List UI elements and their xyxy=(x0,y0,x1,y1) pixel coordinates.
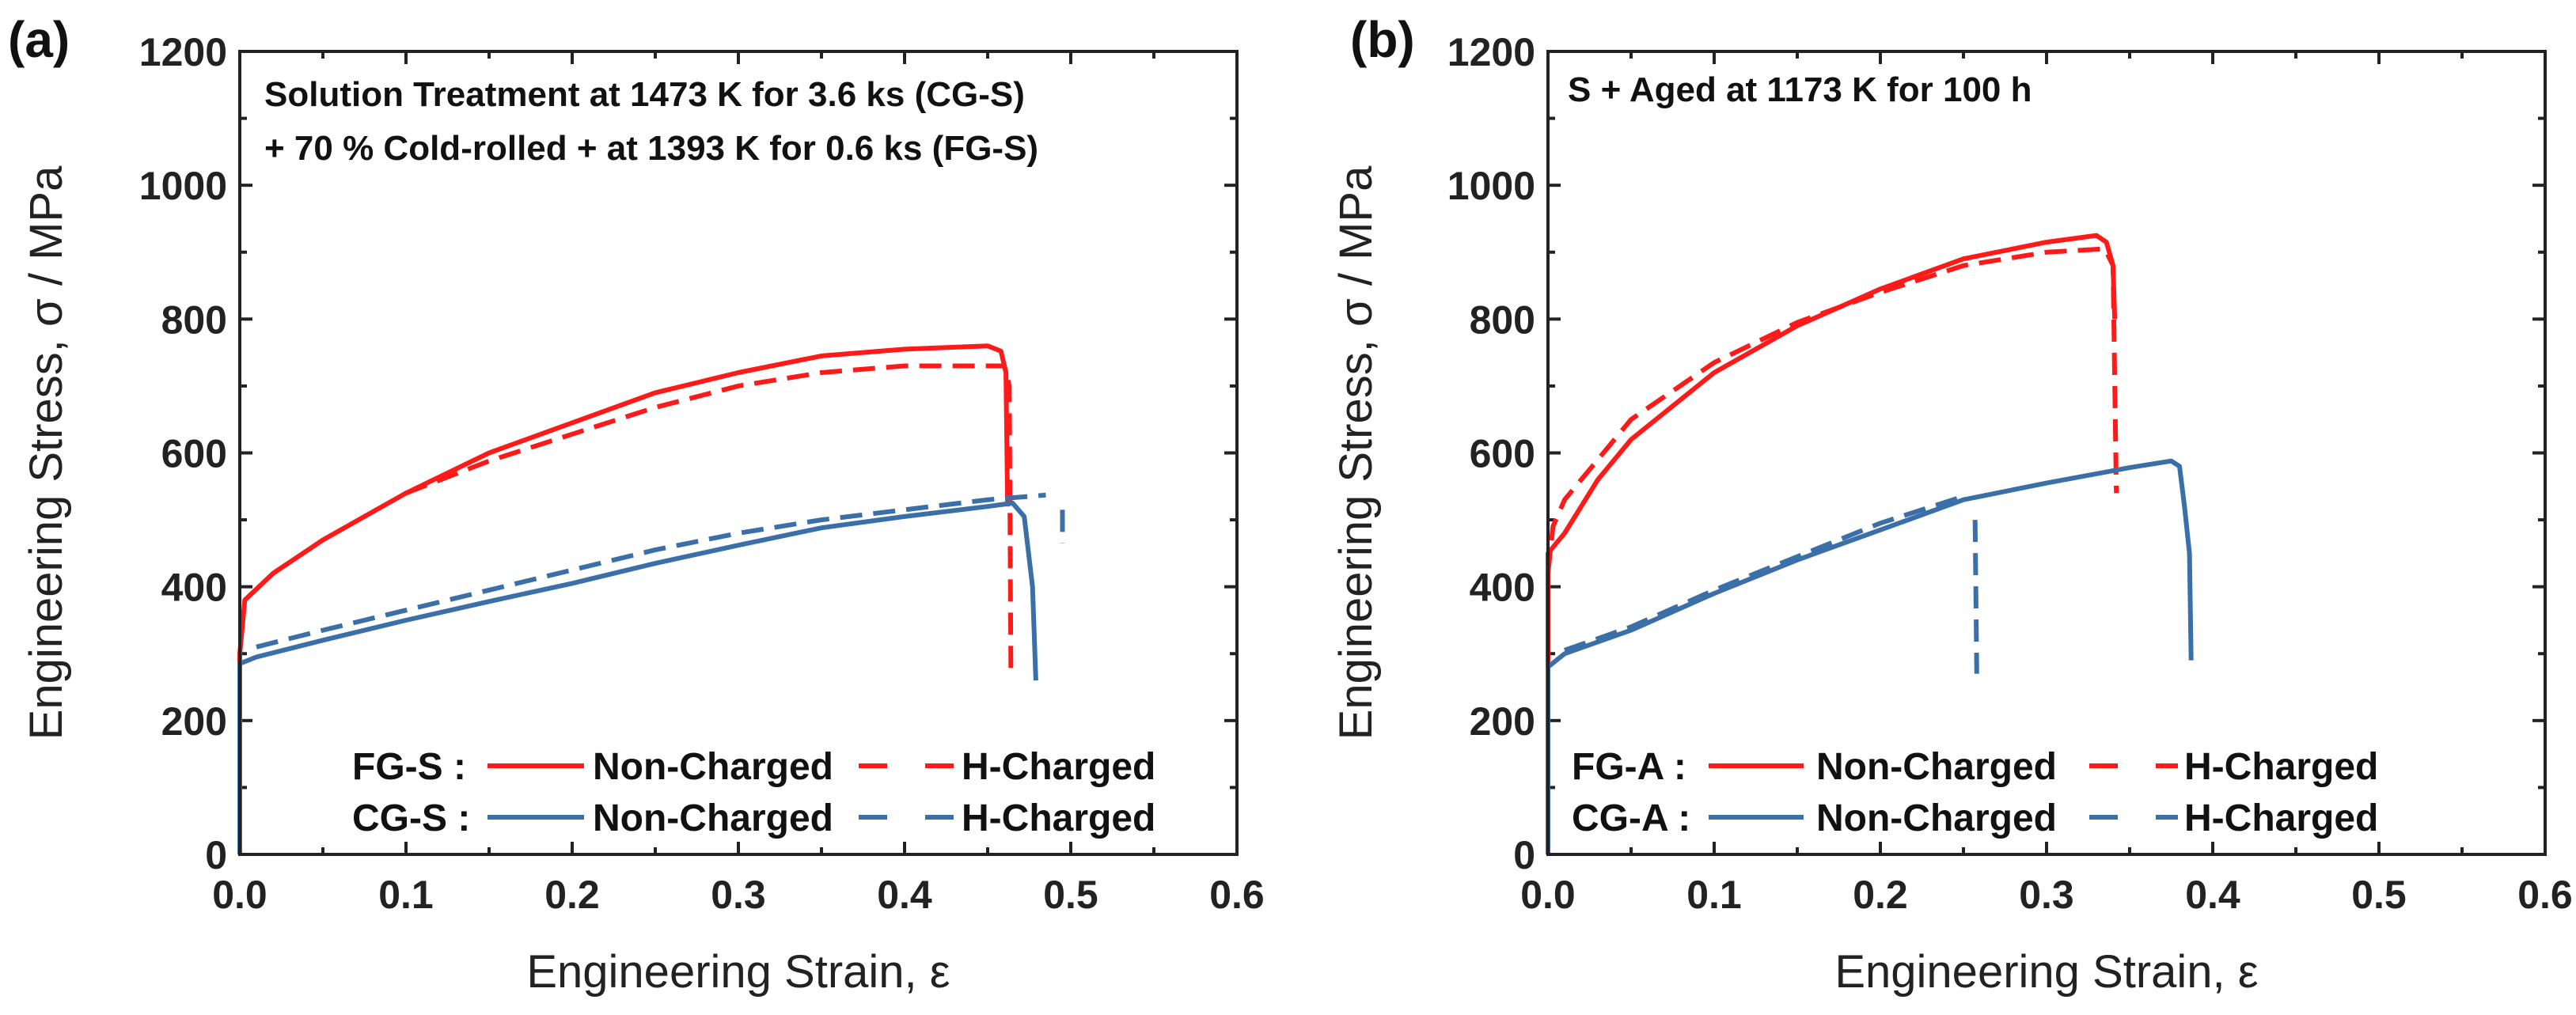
panel-label: (b) xyxy=(1350,11,1415,68)
legend-group-label: FG-S : xyxy=(352,746,466,788)
legend-row: FG-S : Non-Charged H-Charged xyxy=(352,746,1155,788)
legend-label-dashed: H-Charged xyxy=(962,797,1155,839)
series-line-cg-s-non-charged xyxy=(237,500,1038,854)
series-line-fg-s-non-charged xyxy=(237,343,1011,854)
x-tick-label: 0.5 xyxy=(1043,873,1098,917)
y-tick-label: 1200 xyxy=(1447,30,1535,74)
x-axis-title: Engineering Strain, ε xyxy=(526,946,950,998)
y-tick-label: 1200 xyxy=(139,30,227,74)
annotation-text: Solution Treatment at 1473 K for 3.6 ks … xyxy=(264,75,1025,114)
legend-group-label: CG-A : xyxy=(1572,797,1690,839)
x-tick-label: 0.6 xyxy=(2517,873,2573,917)
series-line-cg-s-h-charged xyxy=(256,492,1046,650)
x-tick-label: 0.5 xyxy=(2351,873,2407,917)
x-tick-label: 0.3 xyxy=(2019,873,2074,917)
series-line-cg-a-h-charged xyxy=(1564,494,1964,653)
legend-row: CG-S : Non-Charged H-Charged xyxy=(352,797,1155,839)
plot-frame xyxy=(238,50,1239,856)
y-tick-label: 400 xyxy=(161,566,227,610)
x-tick-label: 0.3 xyxy=(711,873,766,917)
annotation-text: + 70 % Cold-rolled + at 1393 K for 0.6 k… xyxy=(264,129,1038,168)
chart-panel-b: 0.0 0.1 0.2 0.3 0.4 0.5 0.6 0 200 400 600 800 1000 12… xyxy=(1330,11,2573,998)
x-tick-label: 0.6 xyxy=(1209,873,1265,917)
x-axis-title: Engineering Strain, ε xyxy=(1834,946,2258,998)
x-tick-label: 0.2 xyxy=(1853,873,1908,917)
legend-label-solid: Non-Charged xyxy=(1816,746,2057,788)
x-tick-label: 0.4 xyxy=(2185,873,2240,917)
legend-label-dashed: H-Charged xyxy=(2184,746,2378,788)
x-tick-label: 0.2 xyxy=(544,873,600,917)
chart-panel-a: 0.0 0.1 0.2 0.3 0.4 0.5 0.6 0 200 400 600 800 1000 12… xyxy=(8,11,1265,998)
plot-frame xyxy=(1546,50,2547,856)
series-line-fg-s-h-charged xyxy=(404,363,1014,677)
legend-label-dashed: H-Charged xyxy=(962,746,1155,788)
legend-row: FG-A : Non-Charged H-Charged xyxy=(1572,746,2378,788)
series-line-cg-a-h-charged-fracture xyxy=(1972,520,1979,674)
legend-label-dashed: H-Charged xyxy=(2184,797,2378,839)
legend-label-solid: Non-Charged xyxy=(1816,797,2057,839)
y-tick-label: 0 xyxy=(205,833,227,877)
y-axis-title: Engineering Stress, σ / MPa xyxy=(1330,165,1382,740)
x-tick-label: 0.0 xyxy=(1520,873,1576,917)
x-tick-label: 0.1 xyxy=(378,873,434,917)
legend-group-label: CG-S : xyxy=(352,797,470,839)
panel-label: (a) xyxy=(8,11,70,68)
y-tick-label: 800 xyxy=(161,297,227,342)
y-tick-label: 400 xyxy=(1470,566,1535,610)
y-axis-title: Engineering Stress, σ / MPa xyxy=(21,165,72,740)
y-tick-label: 200 xyxy=(1470,699,1535,744)
y-tick-label: 0 xyxy=(1513,833,1535,877)
annotation-text: S + Aged at 1173 K for 100 h xyxy=(1568,70,2032,109)
legend-label-solid: Non-Charged xyxy=(593,797,833,839)
series-line-cg-a-non-charged xyxy=(1546,458,2194,854)
y-tick-label: 200 xyxy=(161,699,227,744)
x-tick-label: 0.0 xyxy=(212,873,267,917)
legend-label-solid: Non-Charged xyxy=(593,746,833,788)
y-tick-label: 1000 xyxy=(1447,164,1535,208)
series-line-fg-a-h-charged xyxy=(1546,246,2119,574)
legend-group-label: FG-A : xyxy=(1572,746,1686,788)
series-line-fg-a-non-charged xyxy=(1546,233,2118,668)
y-tick-label: 600 xyxy=(1470,432,1535,476)
x-tick-label: 0.1 xyxy=(1686,873,1742,917)
y-tick-label: 1000 xyxy=(139,164,227,208)
legend-row: CG-A : Non-Charged H-Charged xyxy=(1572,797,2378,839)
y-tick-label: 800 xyxy=(1470,297,1535,342)
x-tick-label: 0.4 xyxy=(877,873,932,917)
y-tick-label: 600 xyxy=(161,432,227,476)
